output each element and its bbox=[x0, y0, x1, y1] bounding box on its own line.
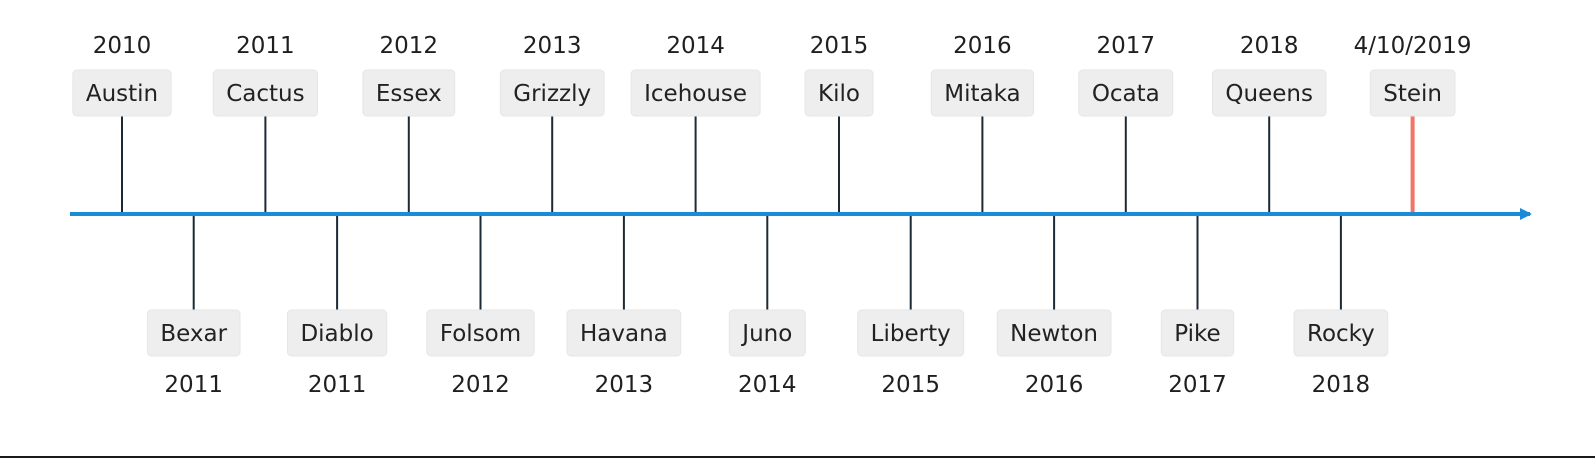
release-name-essex: Essex bbox=[376, 81, 442, 107]
release-name-folsom: Folsom bbox=[440, 321, 521, 347]
release-box-cactus bbox=[212, 69, 319, 117]
release-box-grizzly bbox=[499, 69, 605, 117]
release-box-mitaka bbox=[930, 69, 1035, 117]
release-name-rocky: Rocky bbox=[1307, 321, 1375, 347]
release-name-austin: Austin bbox=[86, 81, 158, 107]
release-year-newton: 2016 bbox=[1025, 372, 1084, 398]
release-year-juno: 2014 bbox=[738, 372, 797, 398]
release-box-juno bbox=[728, 309, 806, 357]
release-box-ocata bbox=[1078, 69, 1174, 117]
release-year-bexar: 2011 bbox=[164, 372, 223, 398]
release-box-icehouse bbox=[630, 69, 761, 117]
release-name-grizzly: Grizzly bbox=[513, 81, 591, 107]
release-box-bexar bbox=[146, 309, 241, 357]
release-year-austin: 2010 bbox=[93, 33, 152, 59]
release-name-ocata: Ocata bbox=[1092, 81, 1160, 107]
release-year-cactus: 2011 bbox=[236, 33, 295, 59]
release-box-pike bbox=[1160, 309, 1235, 357]
release-name-diablo: Diablo bbox=[300, 321, 373, 347]
release-year-grizzly: 2013 bbox=[523, 33, 582, 59]
release-name-bexar: Bexar bbox=[160, 321, 227, 347]
release-name-kilo: Kilo bbox=[818, 81, 860, 107]
release-box-folsom bbox=[426, 309, 535, 357]
release-box-kilo bbox=[804, 69, 874, 117]
release-year-diablo: 2011 bbox=[308, 372, 367, 398]
release-name-cactus: Cactus bbox=[226, 81, 304, 107]
release-year-folsom: 2012 bbox=[451, 372, 510, 398]
release-year-icehouse: 2014 bbox=[666, 33, 725, 59]
release-year-kilo: 2015 bbox=[810, 33, 869, 59]
release-name-juno: Juno bbox=[740, 321, 792, 347]
release-box-liberty bbox=[857, 309, 965, 357]
bottom-divider bbox=[0, 456, 1595, 458]
release-box-havana bbox=[566, 309, 682, 357]
release-box-rocky bbox=[1293, 309, 1389, 357]
release-name-havana: Havana bbox=[580, 321, 668, 347]
release-box-stein bbox=[1369, 69, 1456, 117]
release-box-queens bbox=[1211, 69, 1327, 117]
release-year-stein: 4/10/2019 bbox=[1354, 33, 1472, 59]
release-box-austin bbox=[72, 69, 172, 117]
release-year-pike: 2017 bbox=[1168, 372, 1227, 398]
release-year-essex: 2012 bbox=[380, 33, 439, 59]
release-name-stein: Stein bbox=[1383, 81, 1442, 107]
release-year-rocky: 2018 bbox=[1312, 372, 1371, 398]
release-year-liberty: 2015 bbox=[881, 372, 940, 398]
release-year-queens: 2018 bbox=[1240, 33, 1299, 59]
release-name-mitaka: Mitaka bbox=[944, 81, 1020, 107]
release-box-essex bbox=[362, 69, 456, 117]
release-name-newton: Newton bbox=[1010, 321, 1098, 347]
release-name-icehouse: Icehouse bbox=[644, 81, 747, 107]
release-name-pike: Pike bbox=[1174, 321, 1220, 347]
release-name-queens: Queens bbox=[1225, 81, 1313, 107]
release-box-diablo bbox=[286, 309, 388, 357]
release-year-havana: 2013 bbox=[595, 372, 654, 398]
release-year-mitaka: 2016 bbox=[953, 33, 1012, 59]
release-box-newton bbox=[996, 309, 1112, 357]
release-year-ocata: 2017 bbox=[1097, 33, 1156, 59]
release-name-liberty: Liberty bbox=[871, 321, 951, 347]
